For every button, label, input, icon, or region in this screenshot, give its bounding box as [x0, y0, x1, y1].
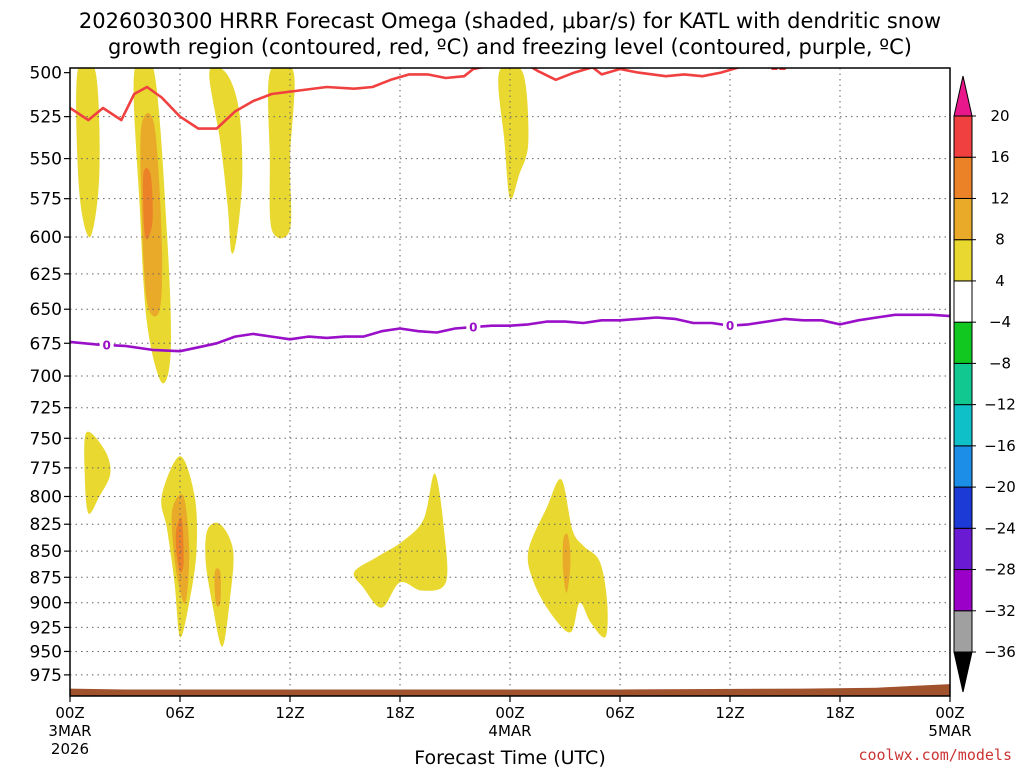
credit-text: coolwx.com/models [858, 746, 1012, 764]
colorbar-swatch [953, 156, 973, 199]
y-tick-label: 625 [30, 265, 62, 285]
x-tick-label: 06Z [165, 704, 194, 722]
dendritic-contour-label: -12 [765, 59, 787, 73]
y-tick-label: 500 [30, 64, 62, 84]
omega-negative-region [193, 265, 208, 414]
freezing-contour-label: 0 [102, 339, 110, 353]
omega-negative-region [91, 525, 131, 686]
x-tick-label: 18Z [385, 704, 414, 722]
y-tick-label: 900 [30, 594, 62, 614]
y-tick-label: 975 [30, 666, 62, 686]
x-tick-label: 06Z [605, 704, 634, 722]
colorbar-swatch [953, 280, 973, 323]
colorbar-label: 12 [990, 189, 1009, 207]
y-tick-label: 650 [30, 300, 62, 320]
omega-positive-region [142, 167, 153, 240]
omega-positive-region [562, 533, 571, 593]
colorbar-swatch [953, 445, 973, 488]
colorbar-label: −24 [984, 519, 1016, 537]
y-tick-label: 775 [30, 459, 62, 479]
omega-positive-region [84, 431, 111, 514]
y-tick-label: 550 [30, 150, 62, 170]
omega-negative-region [98, 68, 127, 348]
colorbar-label: −20 [984, 478, 1016, 496]
colorbar-label: −16 [984, 437, 1016, 455]
x-tick-label: 00Z [495, 704, 524, 722]
y-tick-label: 600 [30, 228, 62, 248]
x-tick-date: 5MAR [928, 722, 971, 740]
y-tick-label: 525 [30, 108, 62, 128]
colorbar-swatch [953, 115, 973, 158]
omega-negative-region [398, 667, 445, 692]
colorbar-swatch [953, 486, 973, 529]
y-tick-label: 875 [30, 568, 62, 588]
freezing-contour-label-bg [466, 319, 481, 336]
freezing-contour-label-bg [99, 337, 114, 354]
colorbar-label: −36 [984, 643, 1016, 661]
freezing-contour-label-bg [723, 317, 737, 334]
omega-positive-region [175, 517, 184, 573]
chart-title-line2: growth region (contoured, red, ºC) and f… [108, 35, 912, 59]
omega-positive-region [268, 68, 295, 239]
colorbar-top-arrow [953, 75, 973, 117]
colorbar-label: 20 [990, 107, 1009, 125]
colorbar: −36 −32 −28 −24 −20 −16 −12 −8 −4 4 8 12 16 20 [953, 75, 1016, 693]
colorbar-swatch [953, 362, 973, 406]
colorbar-swatch [953, 239, 973, 282]
y-tick-label: 850 [30, 542, 62, 562]
x-tick-year: 2026 [51, 740, 89, 758]
colorbar-label: 4 [995, 272, 1005, 290]
colorbar-swatch [953, 321, 973, 364]
x-tick-label: 00Z [55, 704, 84, 722]
y-tick-label: 725 [30, 399, 62, 419]
y-tick-label: 925 [30, 618, 62, 638]
colorbar-label: 8 [995, 231, 1005, 249]
freezing-contour-line [70, 313, 950, 353]
x-tick-label: 12Z [275, 704, 304, 722]
dendritic-contour-label-bg [760, 68, 791, 74]
omega-shading [76, 68, 950, 692]
y-tick-label: 950 [30, 642, 62, 662]
omega-negative-region [78, 627, 391, 690]
colorbar-label: −12 [984, 396, 1016, 414]
x-tick-date: 4MAR [488, 722, 531, 740]
y-tick-label: 700 [30, 367, 62, 387]
colorbar-swatch [953, 610, 973, 653]
colorbar-swatch [953, 404, 973, 447]
x-tick-label: 00Z [935, 704, 964, 722]
omega-negative-region [934, 507, 950, 691]
x-tick-label: 12Z [715, 704, 744, 722]
colorbar-swatch [953, 527, 973, 571]
chart-title-line1: 2026030300 HRRR Forecast Omega (shaded, … [79, 9, 941, 33]
colorbar-label: −8 [989, 354, 1011, 372]
y-tick-label: 800 [30, 487, 62, 507]
y-tick-label: 825 [30, 515, 62, 535]
y-tick-label: 575 [30, 190, 62, 210]
omega-positive-region [353, 473, 448, 608]
colorbar-label: −32 [984, 602, 1016, 620]
omega-positive-region [209, 68, 243, 254]
omega-positive-region [76, 68, 100, 238]
freezing-contour-label: 0 [726, 319, 734, 333]
colorbar-label: −28 [984, 561, 1016, 579]
x-tick-date: 3MAR [48, 722, 91, 740]
gridlines [70, 68, 950, 696]
colorbar-label: 16 [990, 148, 1009, 166]
colorbar-swatch [953, 197, 973, 241]
y-axis: 500 525 550 575 600 625 650 675 700 725 750 775 800 8… [30, 64, 70, 686]
y-tick-label: 675 [30, 334, 62, 354]
omega-positive-region [214, 568, 221, 607]
x-axis-title: Forecast Time (UTC) [414, 747, 605, 768]
colorbar-bottom-arrow [953, 651, 973, 693]
x-tick-label: 18Z [825, 704, 854, 722]
omega-positive-region [498, 68, 529, 200]
colorbar-swatch [953, 569, 973, 612]
omega-negative-region [539, 663, 572, 692]
freezing-contour-label: 0 [469, 321, 477, 335]
colorbar-label: −4 [989, 313, 1011, 331]
y-tick-label: 750 [30, 429, 62, 449]
